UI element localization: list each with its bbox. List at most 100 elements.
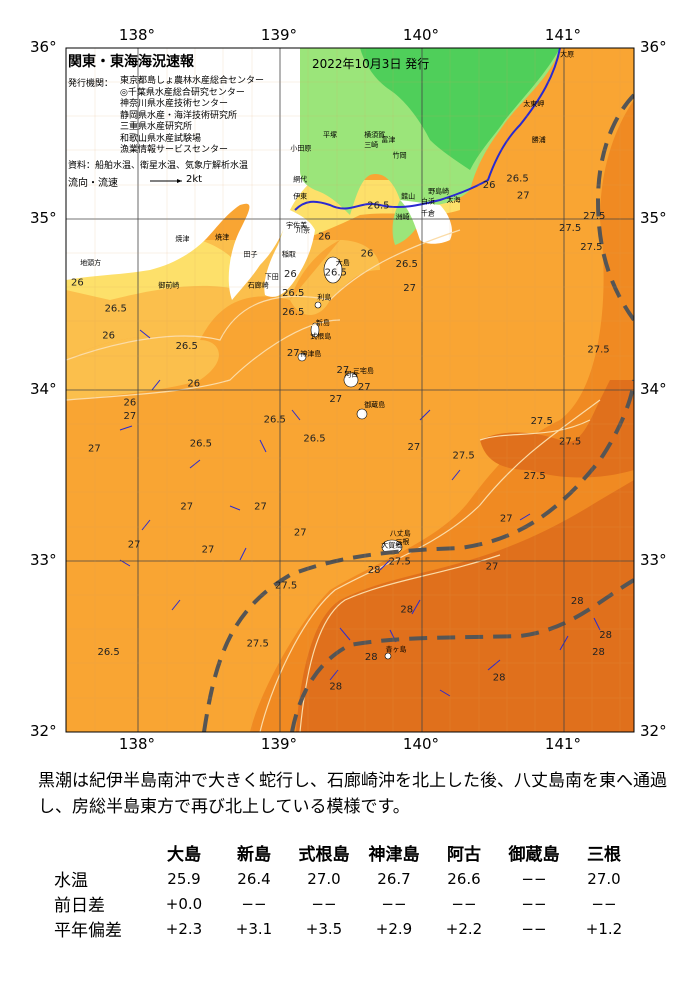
place-label: 三宅島 <box>353 366 374 375</box>
latitude-tick-label-left: 33° <box>30 551 57 569</box>
map-body: 26.52627.527.527.52726.5262626.526.52726… <box>66 48 634 732</box>
map-canvas: 26.52627.527.527.52726.5262626.526.52726… <box>65 47 635 733</box>
table-cell: +3.1 <box>235 919 273 938</box>
table-cell: +2.3 <box>165 919 203 938</box>
isotherm-label: 27 <box>500 514 513 525</box>
place-label: 稲取 <box>282 250 296 259</box>
latitude-tick-label-right: 34° <box>640 380 667 398</box>
land-boso-south <box>400 200 452 244</box>
isotherm-label: 27 <box>486 562 499 573</box>
island-niijima <box>310 322 320 338</box>
row-label: 水温 <box>54 871 88 891</box>
longitude-tick-label-top: 141° <box>544 26 582 44</box>
place-label: 洲崎 <box>395 212 409 221</box>
place-label: 太東岬 <box>523 99 544 108</box>
latitude-tick-label-right: 36° <box>640 38 667 56</box>
place-label: 大原 <box>560 50 574 59</box>
place-label: 川奈 <box>296 226 310 235</box>
table-cell: −− <box>521 919 547 938</box>
isotherm-label: 26 <box>102 331 115 342</box>
place-label: 田子 <box>244 251 258 259</box>
isotherm-label: 27 <box>329 394 342 405</box>
isotherm-label: 26.5 <box>303 433 325 444</box>
isotherm-label: 26.5 <box>282 288 304 299</box>
latitude-tick-label-left: 32° <box>30 722 57 740</box>
table-cell: 26.4 <box>237 869 271 888</box>
table-row: 前日差 +0.0 −− −− −− −− −− −− <box>40 891 639 917</box>
isotherm-label: 27.5 <box>523 471 545 482</box>
column-header: 阿古 <box>447 844 481 865</box>
place-label: 式根島 <box>310 332 331 341</box>
map-title: 関東・東海海況速報 <box>68 54 194 70</box>
place-label: 網代 <box>293 174 307 183</box>
isotherm-label: 26.5 <box>282 307 304 318</box>
isotherm-label: 27.5 <box>587 344 609 355</box>
island-kozushima <box>297 352 307 362</box>
fine-grid <box>66 48 634 732</box>
table-row: 水温 25.9 26.4 27.0 26.7 26.6 −− 27.0 <box>40 866 639 892</box>
latitude-tick-label-left: 34° <box>30 380 57 398</box>
place-label: 焼津 <box>175 234 189 243</box>
latitude-tick-label-left: 35° <box>30 209 57 227</box>
isotherm-label: 27 <box>358 382 371 393</box>
place-label: 利島 <box>317 292 331 301</box>
place-label: 小田原 <box>290 144 311 153</box>
isotherm-label: 27.5 <box>452 450 474 461</box>
isotherm-label: 26 <box>187 379 200 390</box>
longitude-tick-label-bottom: 141° <box>544 735 582 753</box>
isotherm-label: 26.5 <box>190 438 212 449</box>
isotherm-label: 26 <box>284 269 297 280</box>
place-label: 阿古 <box>344 369 358 378</box>
place-label: 青ヶ島 <box>386 645 407 654</box>
isotherm-label: 26.5 <box>325 267 347 278</box>
place-label: 伊東 <box>293 191 307 200</box>
table-cell: +1.2 <box>585 919 623 938</box>
kuroshio-axis <box>202 93 634 732</box>
land-izu-peninsula <box>264 210 315 297</box>
isotherm-label: 27 <box>124 411 137 422</box>
isotherm-label: 28 <box>329 681 342 692</box>
issuer-item: 神奈川県水産技術センター <box>120 99 229 109</box>
issuer-item: 和歌山県水産試験場 <box>120 133 202 144</box>
longitude-tick-label-bottom: 138° <box>118 735 156 753</box>
issuer-item: 東京都島しょ農林水産総合センター <box>120 76 265 86</box>
isotherm-label: 27.5 <box>559 223 581 234</box>
table-cell: −− <box>591 894 617 913</box>
isotherm-label: 27.5 <box>583 211 605 222</box>
situation-description: 黒潮は紀伊半島南沖で大きく蛇行し、石廊崎沖を北上した後、八丈島南を東へ通過し、房… <box>38 771 667 817</box>
column-header: 新島 <box>237 844 271 865</box>
isotherm-label: 28 <box>571 596 584 607</box>
column-header: 式根島 <box>298 844 350 865</box>
isotherm-label: 27 <box>128 539 141 550</box>
table-header-row: 大島 新島 式根島 神津島 阿古 御蔵島 三根 <box>40 838 639 866</box>
sea-26-5-west-low-zone <box>66 336 219 400</box>
isotherm-label: 27 <box>88 444 101 455</box>
place-label: 焼津 <box>215 233 229 242</box>
table-cell: +3.5 <box>305 919 343 938</box>
isotherm-label: 27 <box>403 283 416 294</box>
place-label: 千倉 <box>421 209 435 218</box>
island-oshima <box>323 256 343 284</box>
table-cell: 27.0 <box>307 869 341 888</box>
table-corner <box>40 838 149 866</box>
island-toshima <box>314 301 322 309</box>
flow-legend-scale: 2kt <box>186 174 203 185</box>
isotherm-label: 27.5 <box>247 639 269 650</box>
table-cell: +0.0 <box>165 894 203 913</box>
place-label: 富津 <box>381 135 395 144</box>
isotherm-label: 27.5 <box>389 556 411 567</box>
place-label: 三根 <box>395 537 409 546</box>
longitude-tick-label-bottom: 140° <box>402 735 440 753</box>
isotherm-label: 26.5 <box>367 201 389 212</box>
isotherm-label: 28 <box>400 604 413 615</box>
isotherm-label: 26 <box>318 232 331 243</box>
sea-28-pocket-zone <box>480 380 634 478</box>
place-label: 大島 <box>336 258 350 267</box>
table-cell: −− <box>451 894 477 913</box>
place-label: 勝浦 <box>532 135 546 144</box>
place-label: 白浜 <box>421 197 435 206</box>
place-label: 新島 <box>316 318 330 327</box>
isotherm-label: 28 <box>365 652 378 663</box>
isotherm-label: 26.5 <box>396 259 418 270</box>
table-cell: 26.7 <box>377 869 411 888</box>
